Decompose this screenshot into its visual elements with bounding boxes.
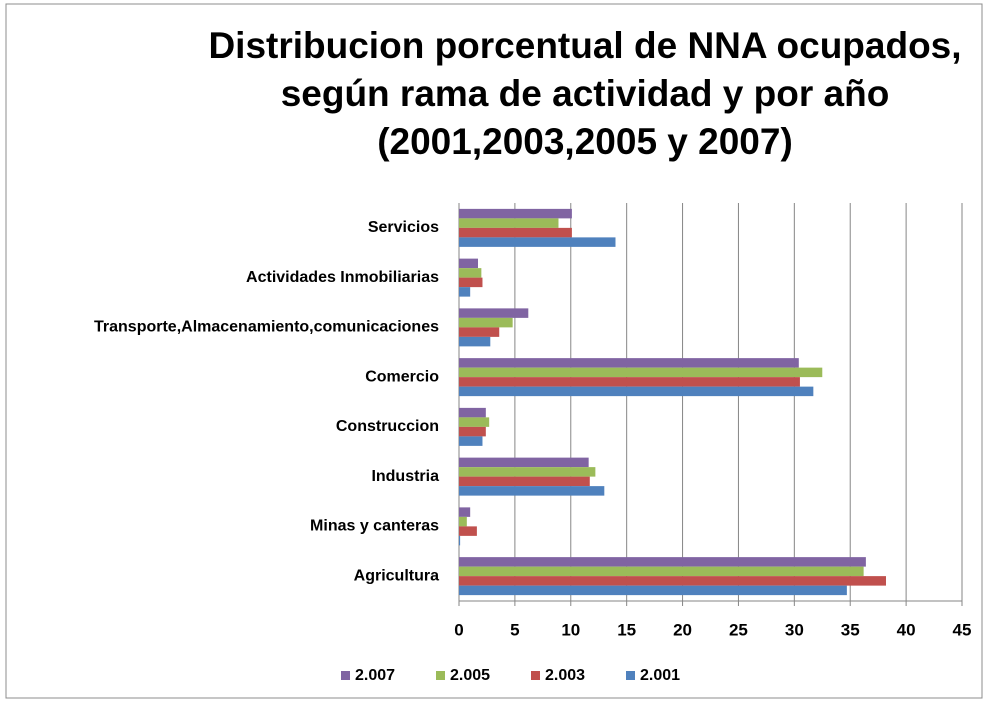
x-tick-label: 0 xyxy=(454,620,463,639)
x-tick-label: 15 xyxy=(617,620,636,639)
legend-swatch xyxy=(341,671,350,680)
x-tick-label: 45 xyxy=(953,620,972,639)
x-tick-label: 25 xyxy=(729,620,748,639)
category-label: Minas y canteras xyxy=(310,518,439,535)
category-label: Actividades Inmobiliarias xyxy=(246,269,439,286)
category-label: Agricultura xyxy=(354,567,439,584)
bar xyxy=(459,486,605,496)
legend-swatch xyxy=(436,671,445,680)
bar xyxy=(459,367,823,378)
bar xyxy=(459,218,559,228)
bar xyxy=(459,557,866,567)
chart-title: (2001,2003,2005 y 2007) xyxy=(377,121,793,162)
category-label: Transporte,Almacenamiento,comunicaciones xyxy=(94,319,439,336)
bar xyxy=(459,258,479,269)
bar xyxy=(459,436,483,446)
bar xyxy=(459,377,800,387)
bar xyxy=(459,566,864,577)
x-tick-label: 35 xyxy=(841,620,860,639)
x-tick-label: 30 xyxy=(785,620,804,639)
chart-title: según rama de actividad y por año xyxy=(281,73,890,114)
bar xyxy=(459,476,590,487)
bar xyxy=(459,317,513,328)
legend-swatch xyxy=(531,671,540,680)
bar xyxy=(459,277,483,288)
bar xyxy=(459,426,486,437)
bar xyxy=(459,327,500,337)
bar xyxy=(459,208,572,219)
bar xyxy=(459,308,529,318)
bar xyxy=(459,287,471,297)
bar xyxy=(459,507,471,517)
bar xyxy=(459,526,477,536)
x-tick-label: 10 xyxy=(561,620,580,639)
legend-label: 2.003 xyxy=(545,667,585,684)
bar xyxy=(459,336,491,347)
bar xyxy=(459,535,461,546)
x-tick-label: 20 xyxy=(673,620,692,639)
category-label: Servicios xyxy=(368,219,439,236)
x-tick-label: 5 xyxy=(510,620,519,639)
bar xyxy=(459,227,572,238)
bar xyxy=(459,576,886,586)
bar xyxy=(459,585,847,596)
bar xyxy=(459,386,814,397)
category-label: Construccion xyxy=(336,418,439,435)
chart-title: Distribucion porcentual de NNA ocupados, xyxy=(208,25,961,66)
legend-swatch xyxy=(626,671,635,680)
legend-label: 2.005 xyxy=(450,667,490,684)
category-label: Comercio xyxy=(365,368,439,385)
bar xyxy=(459,516,467,527)
bar xyxy=(459,237,616,247)
bar xyxy=(459,457,589,468)
bar xyxy=(459,407,486,418)
bar xyxy=(459,417,490,427)
bar xyxy=(459,358,799,368)
bar xyxy=(459,268,482,278)
category-label: Industria xyxy=(371,468,439,485)
bar xyxy=(459,467,596,477)
x-tick-label: 40 xyxy=(897,620,916,639)
legend-label: 2.001 xyxy=(640,667,680,684)
legend-label: 2.007 xyxy=(355,667,395,684)
